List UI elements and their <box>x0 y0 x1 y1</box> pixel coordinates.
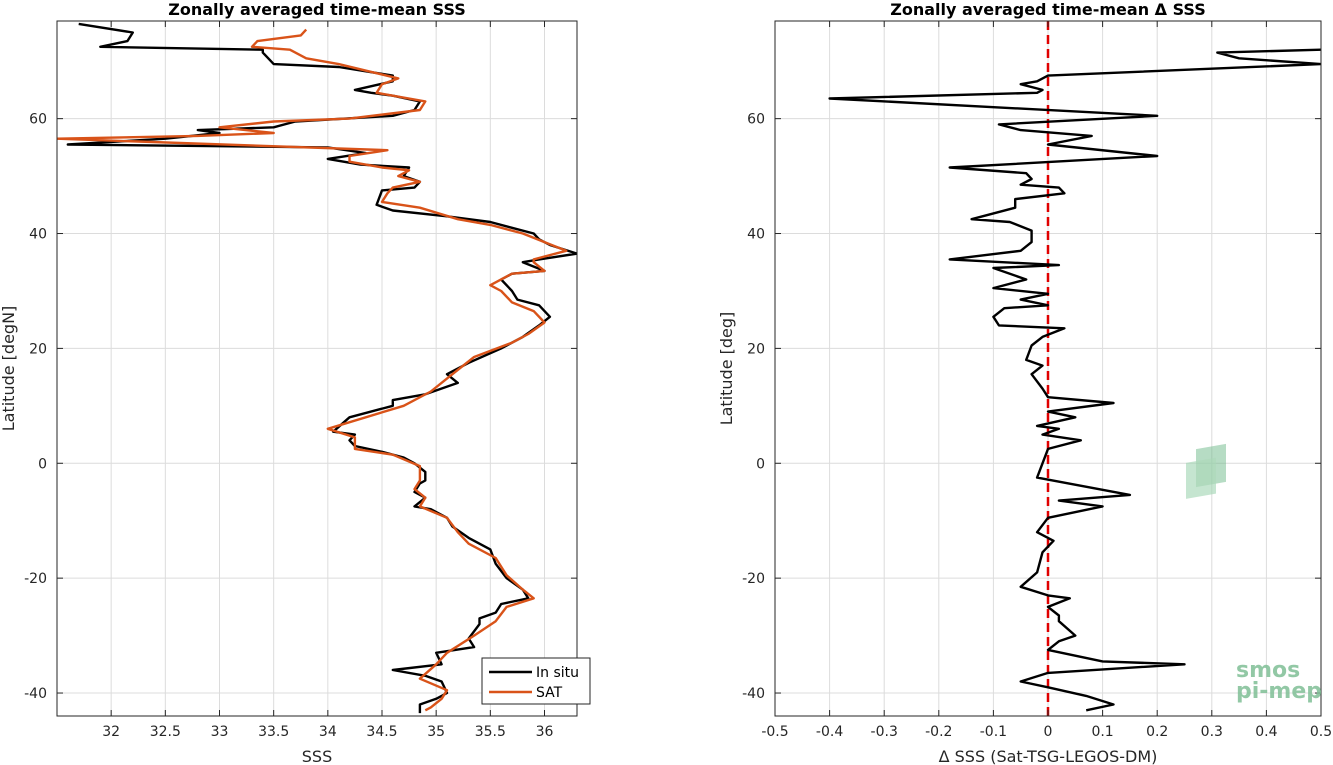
right-series-line-0 <box>828 48 1321 712</box>
left-axes-box <box>56 20 578 717</box>
right-chart-title: Zonally averaged time-mean Δ SSS <box>890 0 1206 19</box>
right-ytick-label-3: 20 <box>747 341 765 357</box>
left-xtick-label-7: 35.5 <box>475 724 506 740</box>
left-xtick-label-8: 36 <box>536 724 554 740</box>
logo-mark-front <box>1186 457 1216 499</box>
left-ytick-label-0: -40 <box>24 686 47 702</box>
left-y-axis-label: Latitude [degN] <box>0 306 18 432</box>
logo-text-smos: smos <box>1236 658 1300 683</box>
left-x-axis-label: SSS <box>302 747 332 765</box>
right-xtick-label-5: 0 <box>1044 724 1053 740</box>
right-xtick-label-1: -0.4 <box>816 724 843 740</box>
smos-pi-mep-logo: smos pi-mep <box>1186 443 1322 704</box>
right-panel-delta-sss: -0.5 -0.4 -0.3 -0.2 -0.1 0 0.1 0.2 0.3 0.4 0.5 -40 -… <box>717 0 1332 765</box>
right-ytick-label-0: -40 <box>742 686 765 702</box>
left-xtick-label-3: 33.5 <box>258 724 289 740</box>
left-ytick-label-3: 20 <box>29 341 47 357</box>
left-xtick-label-5: 34.5 <box>366 724 397 740</box>
left-xtick-label-0: 32 <box>102 724 120 740</box>
left-chart-title: Zonally averaged time-mean SSS <box>168 0 466 19</box>
right-xtick-label-9: 0.4 <box>1255 724 1277 740</box>
right-xtick-label-7: 0.2 <box>1146 724 1168 740</box>
right-xtick-label-10: 0.5 <box>1310 724 1332 740</box>
left-xtick-label-2: 33 <box>211 724 229 740</box>
left-ytick-label-1: -20 <box>24 571 47 587</box>
right-ytick-label-5: 60 <box>747 112 765 128</box>
right-xtick-label-2: -0.3 <box>871 724 898 740</box>
legend-label-in-situ: In situ <box>536 665 579 681</box>
right-xtick-label-8: 0.3 <box>1201 724 1223 740</box>
right-xtick-label-6: 0.1 <box>1091 724 1113 740</box>
left-ytick-label-4: 40 <box>29 227 47 243</box>
right-ytick-label-4: 40 <box>747 227 765 243</box>
left-plot-area <box>57 21 577 716</box>
left-xtick-label-1: 32.5 <box>150 724 181 740</box>
right-ytick-label-1: -20 <box>742 571 765 587</box>
right-x-axis-label: Δ SSS (Sat-TSG-LEGOS-DM) <box>939 747 1158 765</box>
legend-box <box>481 657 591 705</box>
left-xtick-label-6: 35 <box>427 724 445 740</box>
left-ytick-label-5: 60 <box>29 112 47 128</box>
legend-label-sat: SAT <box>536 685 563 701</box>
left-series-line-sat <box>57 28 568 712</box>
right-xtick-label-4: -0.1 <box>980 724 1007 740</box>
right-xtick-label-0: -0.5 <box>761 724 788 740</box>
legend: In situ SAT <box>481 657 591 705</box>
left-xtick-label-4: 34 <box>319 724 337 740</box>
right-y-axis-label: Latitude [deg] <box>717 312 736 426</box>
left-panel-sss: 32 32.5 33 33.5 34 34.5 35 35.5 36 -40 -20 0 20 40 60 Z… <box>0 0 578 765</box>
right-ytick-label-2: 0 <box>756 456 765 472</box>
right-xtick-label-3: -0.2 <box>925 724 952 740</box>
left-ytick-label-2: 0 <box>38 456 47 472</box>
logo-text-pi-mep: pi-mep <box>1236 679 1322 704</box>
